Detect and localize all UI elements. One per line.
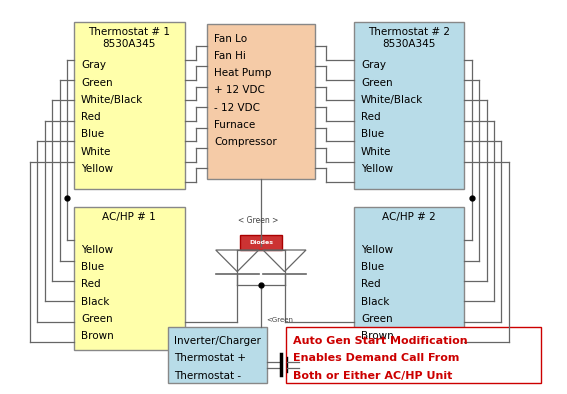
Text: White/Black: White/Black [361, 95, 423, 105]
Text: Auto Gen Start Modification: Auto Gen Start Modification [293, 336, 468, 346]
Text: Fan Hi: Fan Hi [214, 51, 246, 61]
Text: Blue: Blue [81, 262, 104, 272]
Text: White: White [81, 147, 111, 157]
Text: Fan Lo: Fan Lo [214, 33, 247, 44]
Text: Blue: Blue [361, 262, 384, 272]
Text: Green: Green [81, 78, 113, 87]
Text: Red: Red [361, 279, 380, 290]
Text: < Green >: < Green > [238, 216, 278, 225]
Bar [168, 327, 266, 383]
Text: Red: Red [361, 112, 380, 122]
Text: AC/HP # 1: AC/HP # 1 [103, 212, 156, 221]
Text: Thermostat -: Thermostat - [174, 370, 242, 381]
Text: Red: Red [81, 279, 100, 290]
Bar [207, 24, 315, 179]
Text: + 12 VDC: + 12 VDC [214, 85, 265, 95]
Bar [240, 235, 282, 250]
Bar [74, 22, 184, 189]
Text: Thermostat # 1
8530A345: Thermostat # 1 8530A345 [88, 27, 170, 48]
Text: - 12 VDC: - 12 VDC [214, 103, 260, 113]
Text: Heat Pump: Heat Pump [214, 68, 271, 78]
Bar [74, 207, 184, 350]
Text: White: White [361, 147, 391, 157]
Text: Gray: Gray [81, 60, 106, 71]
Text: Thermostat +: Thermostat + [174, 353, 246, 363]
Bar [286, 327, 541, 383]
Text: Black: Black [361, 297, 390, 307]
Text: Blue: Blue [81, 130, 104, 139]
Text: Yellow: Yellow [81, 164, 113, 174]
Text: Inverter/Charger: Inverter/Charger [174, 336, 261, 346]
Text: Green: Green [81, 314, 113, 324]
Text: Yellow: Yellow [361, 245, 393, 255]
Text: AC/HP # 2: AC/HP # 2 [383, 212, 436, 221]
Text: <Green: <Green [266, 317, 294, 323]
Text: Yellow: Yellow [81, 245, 113, 255]
Text: Red: Red [81, 112, 100, 122]
Text: Yellow: Yellow [361, 164, 393, 174]
Text: Green: Green [361, 78, 392, 87]
Text: Enables Demand Call From: Enables Demand Call From [293, 353, 459, 363]
Text: Brown: Brown [81, 331, 114, 341]
Text: Diodes: Diodes [249, 240, 273, 245]
Text: Gray: Gray [361, 60, 386, 71]
Text: Furnace: Furnace [214, 120, 255, 130]
Text: Brown: Brown [361, 331, 393, 341]
Bar [354, 22, 464, 189]
Text: White/Black: White/Black [81, 95, 143, 105]
Text: Thermostat # 2
8530A345: Thermostat # 2 8530A345 [369, 27, 450, 48]
Text: Green: Green [361, 314, 392, 324]
Text: Blue: Blue [361, 130, 384, 139]
Text: Compressor: Compressor [214, 138, 277, 147]
Bar [354, 207, 464, 350]
Text: Black: Black [81, 297, 109, 307]
Text: Both or Either AC/HP Unit: Both or Either AC/HP Unit [293, 370, 452, 381]
